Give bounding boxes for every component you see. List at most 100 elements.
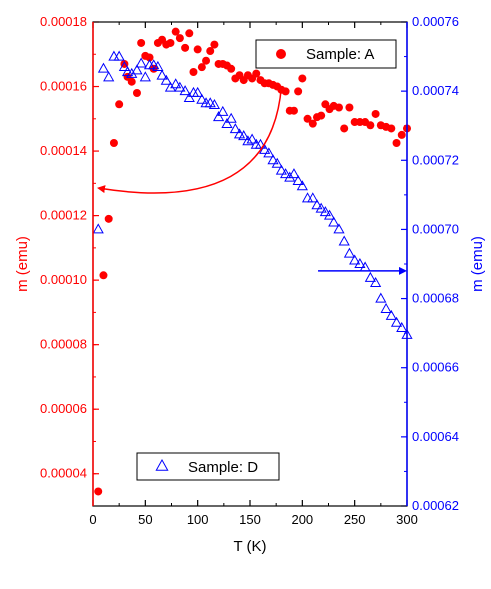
data-point-sample-d bbox=[354, 257, 366, 268]
data-point-sample-d bbox=[288, 168, 300, 179]
data-point-sample-d bbox=[333, 223, 345, 234]
y-left-tick-label: 0.00014 bbox=[40, 143, 87, 158]
x-tick-label: 100 bbox=[187, 512, 209, 527]
data-point-sample-a bbox=[94, 487, 103, 496]
data-point-sample-d bbox=[315, 202, 327, 213]
data-point-sample-d bbox=[97, 62, 110, 73]
data-point-sample-d bbox=[221, 117, 233, 128]
y-right-tick-label: 0.00064 bbox=[412, 429, 459, 444]
data-point-sample-a bbox=[104, 214, 113, 223]
data-point-sample-d bbox=[118, 60, 131, 71]
x-axis-label: T (K) bbox=[233, 538, 266, 555]
data-point-sample-d bbox=[192, 86, 204, 97]
data-point-sample-d bbox=[396, 321, 408, 332]
data-point-sample-d bbox=[338, 235, 350, 246]
data-point-sample-d bbox=[275, 164, 288, 175]
data-point-sample-d bbox=[225, 112, 237, 123]
y-left-tick-label: 0.00018 bbox=[40, 14, 87, 29]
data-point-sample-d bbox=[279, 168, 292, 179]
data-point-sample-a bbox=[145, 53, 154, 62]
y-right-tick-label: 0.00072 bbox=[412, 152, 459, 167]
data-point-sample-d bbox=[179, 85, 191, 96]
data-point-sample-d bbox=[183, 92, 195, 103]
data-point-sample-d bbox=[369, 276, 382, 288]
y-left-tick-label: 0.00016 bbox=[40, 79, 87, 94]
data-point-sample-d bbox=[174, 81, 186, 92]
legend-sample-a: Sample: A bbox=[255, 39, 397, 69]
x-tick-label: 0 bbox=[89, 512, 96, 527]
data-point-sample-d bbox=[139, 71, 151, 82]
legend-sample-d-box bbox=[136, 452, 280, 481]
data-point-sample-d bbox=[113, 50, 125, 61]
data-point-sample-d bbox=[375, 292, 387, 303]
y-right-tick-label: 0.00066 bbox=[412, 360, 459, 375]
data-point-sample-a bbox=[193, 45, 202, 54]
data-point-sample-a bbox=[99, 271, 108, 280]
y-left-tick-label: 0.00010 bbox=[40, 272, 87, 287]
y-right-tick-label: 0.00068 bbox=[412, 291, 459, 306]
x-tick-label: 250 bbox=[344, 512, 366, 527]
data-point-sample-a bbox=[289, 106, 298, 115]
data-point-sample-a bbox=[252, 69, 261, 78]
series-sample-d bbox=[92, 50, 413, 339]
data-point-sample-d bbox=[343, 247, 356, 258]
data-point-sample-d bbox=[208, 98, 221, 109]
data-point-sample-d bbox=[307, 192, 319, 203]
data-point-sample-a bbox=[127, 77, 136, 86]
data-point-sample-a bbox=[334, 103, 343, 112]
data-point-sample-a bbox=[109, 139, 118, 147]
series-sample-a bbox=[94, 27, 411, 496]
data-point-sample-a bbox=[392, 139, 401, 147]
data-point-sample-d bbox=[238, 130, 250, 141]
data-point-sample-d bbox=[152, 60, 164, 71]
data-point-sample-a bbox=[281, 87, 290, 96]
data-point-sample-a bbox=[345, 103, 354, 112]
data-point-sample-a bbox=[366, 121, 375, 130]
data-point-sample-d bbox=[156, 69, 168, 80]
data-point-sample-a bbox=[298, 74, 307, 83]
data-point-sample-d bbox=[284, 171, 296, 182]
data-point-sample-a bbox=[308, 119, 317, 128]
data-point-sample-a bbox=[115, 100, 124, 109]
x-tick-label: 50 bbox=[138, 512, 152, 527]
x-tick-label: 200 bbox=[291, 512, 313, 527]
y-left-tick-label: 0.00006 bbox=[40, 401, 87, 416]
legend-sample-a-marker bbox=[276, 49, 286, 59]
data-point-sample-a bbox=[175, 34, 184, 43]
data-point-sample-a bbox=[371, 109, 380, 118]
data-point-sample-d bbox=[164, 81, 177, 92]
data-point-sample-d bbox=[311, 199, 323, 210]
data-point-sample-a bbox=[185, 29, 194, 38]
data-point-sample-d bbox=[170, 78, 182, 89]
data-point-sample-d bbox=[212, 111, 225, 122]
data-point-sample-a bbox=[189, 68, 198, 77]
data-point-sample-d bbox=[323, 209, 336, 220]
data-point-sample-d bbox=[267, 154, 279, 165]
y-right-tick-label: 0.00074 bbox=[412, 83, 459, 98]
data-point-sample-d bbox=[246, 133, 258, 144]
data-point-sample-d bbox=[217, 105, 229, 116]
y-axis-left-label: m (emu) bbox=[14, 236, 31, 292]
data-point-sample-d bbox=[390, 316, 403, 327]
y-left-tick-label: 0.00004 bbox=[40, 466, 87, 481]
x-tick-label: 300 bbox=[396, 512, 418, 527]
data-point-sample-d bbox=[229, 123, 241, 134]
data-point-sample-d bbox=[254, 138, 267, 149]
data-point-sample-a bbox=[132, 88, 141, 97]
data-point-sample-d bbox=[385, 309, 397, 320]
data-point-sample-a bbox=[303, 114, 312, 123]
legend-sample-a-label: Sample: A bbox=[306, 46, 374, 63]
data-point-sample-a bbox=[137, 38, 146, 47]
annotation-arrows bbox=[97, 86, 407, 275]
data-point-sample-d bbox=[196, 93, 208, 104]
tick-labels: 0 50 100 150 200 250 300 0.00004 0.00006 0.00008 0… bbox=[40, 14, 459, 527]
data-point-sample-d bbox=[135, 57, 147, 68]
data-point-sample-a bbox=[387, 124, 396, 133]
data-point-sample-d bbox=[259, 143, 271, 154]
data-point-sample-d bbox=[292, 175, 304, 186]
data-point-sample-a bbox=[202, 56, 211, 65]
data-point-sample-a bbox=[197, 63, 206, 72]
y-axis-right-label: m (emu) bbox=[469, 236, 486, 292]
data-point-sample-a bbox=[227, 64, 236, 73]
